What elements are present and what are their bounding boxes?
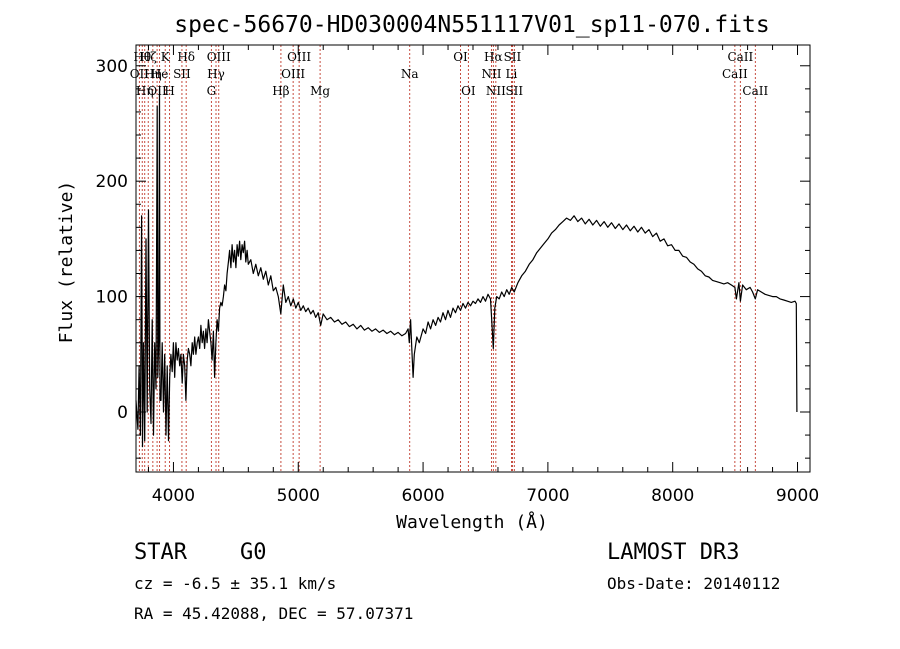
spectral-line-label: OIII	[281, 67, 305, 81]
spectral-line-label: Hη	[136, 84, 154, 98]
spectral-line-label: OIII	[287, 50, 311, 64]
obs-date: Obs-Date: 20140112	[607, 574, 781, 593]
y-tick-label: 100	[96, 288, 128, 308]
spectral-line-label: Hδ	[177, 50, 195, 64]
spectral-line-label: K	[161, 50, 171, 64]
spectral-line-label: CaII	[722, 67, 748, 81]
spectral-line-label: NII	[486, 84, 506, 98]
spectral-line-label: Li	[506, 67, 518, 81]
spectral-line-label: Hη	[144, 67, 162, 81]
spectral-subclass: G0	[240, 540, 267, 565]
y-tick-label: 300	[96, 57, 128, 77]
spectral-line-label: H	[164, 84, 174, 98]
spectral-line-label: Hζ	[140, 50, 157, 64]
y-tick-label: 200	[96, 172, 128, 192]
spectral-line-label: NII	[481, 67, 501, 81]
y-tick-label: 0	[117, 403, 128, 423]
axis-ticks: 4000 5000 6000 7000 8000 9000 0 100 200 300	[96, 45, 819, 506]
x-tick-label: 9000	[776, 486, 819, 506]
plot-frame	[135, 44, 811, 473]
survey-name: LAMOST DR3	[607, 540, 740, 565]
spectral-line-label: Na	[401, 67, 419, 81]
flux-series-line	[135, 88, 798, 448]
spectral-line-label: G	[207, 84, 217, 98]
spectral-line-label: OII	[147, 84, 167, 98]
spectral-line-label: OI	[453, 50, 468, 64]
x-tick-label: 7000	[526, 486, 569, 506]
spectral-line-label: SII	[504, 50, 522, 64]
spectral-line-label: SII	[173, 67, 191, 81]
x-tick-label: 8000	[651, 486, 694, 506]
spectral-line-label: Hβ	[272, 84, 289, 98]
object-class: STAR	[134, 540, 187, 565]
x-tick-label: 4000	[152, 486, 195, 506]
spectral-line-labels: OIIHθHηHζHηOIIHeKHSIIHδGHγOIIIHβOIIIOIII…	[130, 50, 769, 98]
spectral-line-label: SII	[505, 84, 523, 98]
x-tick-label: 5000	[277, 486, 320, 506]
spectral-line-label: Mg	[310, 84, 330, 98]
redshift-value: cz = -6.5 ± 35.1 km/s	[134, 574, 337, 593]
spectral-line-label: Hθ	[133, 50, 151, 64]
x-tick-label: 6000	[401, 486, 444, 506]
chart-title: spec-56670-HD030004N551117V01_sp11-070.f…	[174, 12, 769, 38]
spectral-line-label: OIII	[207, 50, 231, 64]
y-axis-label: Flux (relative)	[56, 181, 77, 344]
spectral-line-label: Hγ	[207, 67, 225, 81]
coordinates: RA = 45.42088, DEC = 57.07371	[134, 604, 414, 623]
x-axis-label: Wavelength (Å)	[396, 511, 548, 533]
spectral-line-label: CaII	[742, 84, 768, 98]
spectral-line-label: OI	[461, 84, 476, 98]
spectral-line-label: OII	[130, 67, 150, 81]
spectral-line-label: CaII	[727, 50, 753, 64]
spectral-line-label: He	[151, 67, 169, 81]
spectral-line-label: Hα	[484, 50, 503, 64]
